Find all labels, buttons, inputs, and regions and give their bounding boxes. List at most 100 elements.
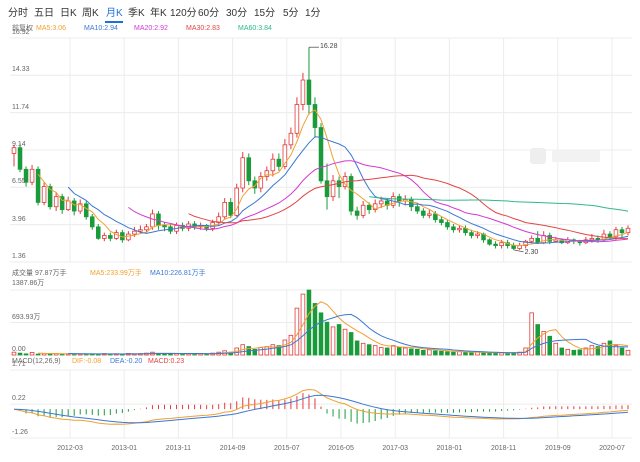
volume-bar (577, 349, 583, 356)
volume-bar (415, 348, 420, 356)
volume-bar (360, 342, 366, 356)
candle-body (427, 213, 432, 216)
macd-y-tick: -1.26 (12, 429, 28, 436)
volume-bar (47, 353, 53, 356)
candle-body (433, 213, 438, 221)
candle-body (162, 225, 167, 228)
price-legend-3: MA30:2.83 (186, 25, 220, 32)
candle-body (445, 222, 450, 228)
tab-1[interactable]: 五日 (34, 8, 54, 19)
volume-bar (378, 347, 384, 356)
tab-5[interactable]: 季K (128, 8, 145, 19)
volume-bar (493, 352, 498, 356)
volume-bar (403, 347, 408, 356)
tab-6[interactable]: 年K (150, 8, 167, 19)
candle-body (150, 213, 155, 228)
candle-body (330, 180, 336, 198)
candle-body (306, 79, 312, 105)
candle-body (487, 239, 492, 245)
candle-body (83, 203, 89, 218)
candle-body (535, 237, 540, 244)
candle-body (240, 157, 246, 189)
tab-4[interactable]: 月K (106, 8, 123, 19)
tab-7[interactable]: 120分 (170, 8, 197, 19)
candle-body (360, 204, 366, 216)
macd-y-tick: 0.22 (12, 395, 26, 403)
candle-body (348, 176, 354, 212)
price-legend-2: MA20:2.92 (134, 25, 168, 32)
candle-body (607, 233, 613, 238)
candle-body (23, 168, 29, 183)
candle-body (41, 186, 47, 203)
volume-bar (457, 351, 462, 356)
price-y-tick: 3.96 (12, 215, 26, 223)
x-tick-label: 2018-11 (491, 445, 517, 452)
x-tick-label: 2013-11 (165, 445, 191, 452)
tab-8[interactable]: 60分 (198, 8, 220, 19)
candle-body (523, 240, 528, 246)
volume-bar (312, 303, 318, 356)
price-y-tick: 16.92 (12, 29, 30, 36)
tab-2[interactable]: 日K (60, 8, 77, 19)
volume-bar (324, 321, 330, 356)
volume-bar (553, 342, 559, 356)
candle-body (47, 186, 53, 208)
min-price-marker: 2.30 (524, 248, 539, 256)
candle-body (11, 147, 17, 154)
volume-bar (348, 332, 354, 356)
candle-body (102, 235, 107, 239)
candle-body (589, 237, 595, 241)
volume-bar (23, 353, 29, 356)
ma20-line (128, 160, 629, 243)
volume-bar (589, 345, 595, 356)
volume-bar (384, 347, 390, 356)
tab-10[interactable]: 15分 (254, 8, 276, 19)
candle-body (457, 227, 462, 231)
tab-0[interactable]: 分时 (8, 8, 28, 19)
volume-bar (565, 348, 571, 356)
volume-bar (529, 312, 534, 356)
macd-legend-1: DEA:-0.20 (110, 358, 143, 365)
watermark-logo (530, 148, 546, 164)
volume-bar (445, 351, 450, 356)
candle-body (288, 132, 294, 146)
x-tick-label: 2019-09 (544, 445, 571, 452)
price-legend-4: MA60:3.84 (238, 25, 272, 32)
volume-bar (613, 345, 619, 356)
candle-body (126, 233, 131, 241)
candle-body (59, 196, 65, 210)
volume-bar (11, 351, 17, 356)
tab-12[interactable]: 1分 (305, 8, 321, 19)
candle-body (366, 204, 372, 210)
volume-bar (595, 346, 601, 356)
tab-11[interactable]: 5分 (283, 8, 299, 19)
candle-body (625, 227, 631, 234)
price-legend-1: MA10:2.94 (84, 25, 118, 32)
price-y-tick: 9.14 (12, 141, 26, 148)
candle-body (378, 200, 384, 205)
volume-bar (390, 345, 396, 356)
candle-body (475, 233, 480, 236)
volume-ma10-line (68, 313, 629, 355)
volume-bar (427, 349, 432, 356)
volume-bar (264, 346, 270, 356)
candle-body (264, 170, 270, 177)
tab-9[interactable]: 30分 (226, 8, 248, 19)
candle-body (258, 176, 264, 189)
candle-body (77, 203, 83, 212)
volume-bar (162, 353, 167, 356)
macd-legend-0: DIF:-0.08 (72, 358, 102, 365)
candle-body (354, 210, 360, 216)
volume-bar (294, 307, 300, 356)
volume-bar (601, 342, 607, 356)
tab-3[interactable]: 周K (82, 8, 99, 19)
candle-body (529, 237, 534, 242)
price-y-tick: 14.33 (12, 66, 30, 74)
volume-y-tick: 0.00 (12, 346, 26, 353)
volume-bar (35, 353, 41, 356)
candle-body (222, 202, 227, 218)
volume-bar (396, 347, 402, 356)
volume-bar (342, 328, 348, 356)
candle-body (559, 239, 565, 244)
volume-bar (306, 289, 312, 356)
